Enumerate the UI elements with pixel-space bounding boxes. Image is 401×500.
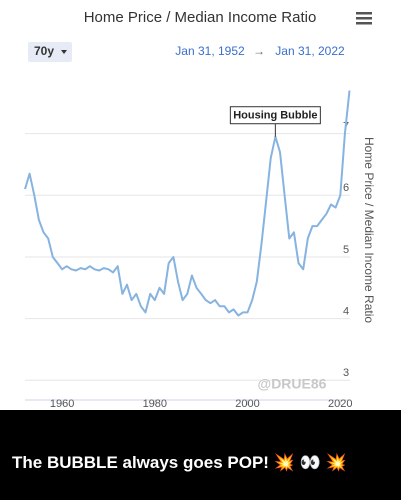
dropdown-caret [61,50,67,54]
line [24,90,351,317]
menu-bar [356,12,372,15]
date-separator: → [253,44,265,58]
range-button-label: 70y [34,44,54,58]
x-tick-label: 2000 [235,398,259,410]
menu-bar [356,17,372,20]
y-tick-label: 4 [343,306,349,318]
x-tick-label: 2020 [328,398,352,410]
date-start: Jan 31, 1952 [175,44,245,58]
annotation-box [229,106,321,125]
chart: Home Price / Median Income Ratio 70y Jan… [24,9,376,410]
date-end: Jan 31, 2022 [275,44,345,58]
caption: The BUBBLE always goes POP! 💥 👀 💥 [0,410,401,500]
range-button[interactable] [28,42,72,62]
chart-title: Home Price / Median Income Ratio [84,9,317,26]
x-tick-label: 1980 [143,398,167,410]
annotation-label: Housing Bubble [233,110,317,122]
menu-icon[interactable] [356,12,372,25]
menu-bar [356,22,372,25]
x-tick-label: 1960 [50,398,74,410]
y-tick-label: 6 [343,182,349,194]
watermark: @DRUE86 [258,376,327,392]
y-tick-label: 5 [343,244,349,256]
y-tick-label: 3 [343,367,349,379]
y-axis-label: Home Price / Median Income Ratio [362,137,376,323]
